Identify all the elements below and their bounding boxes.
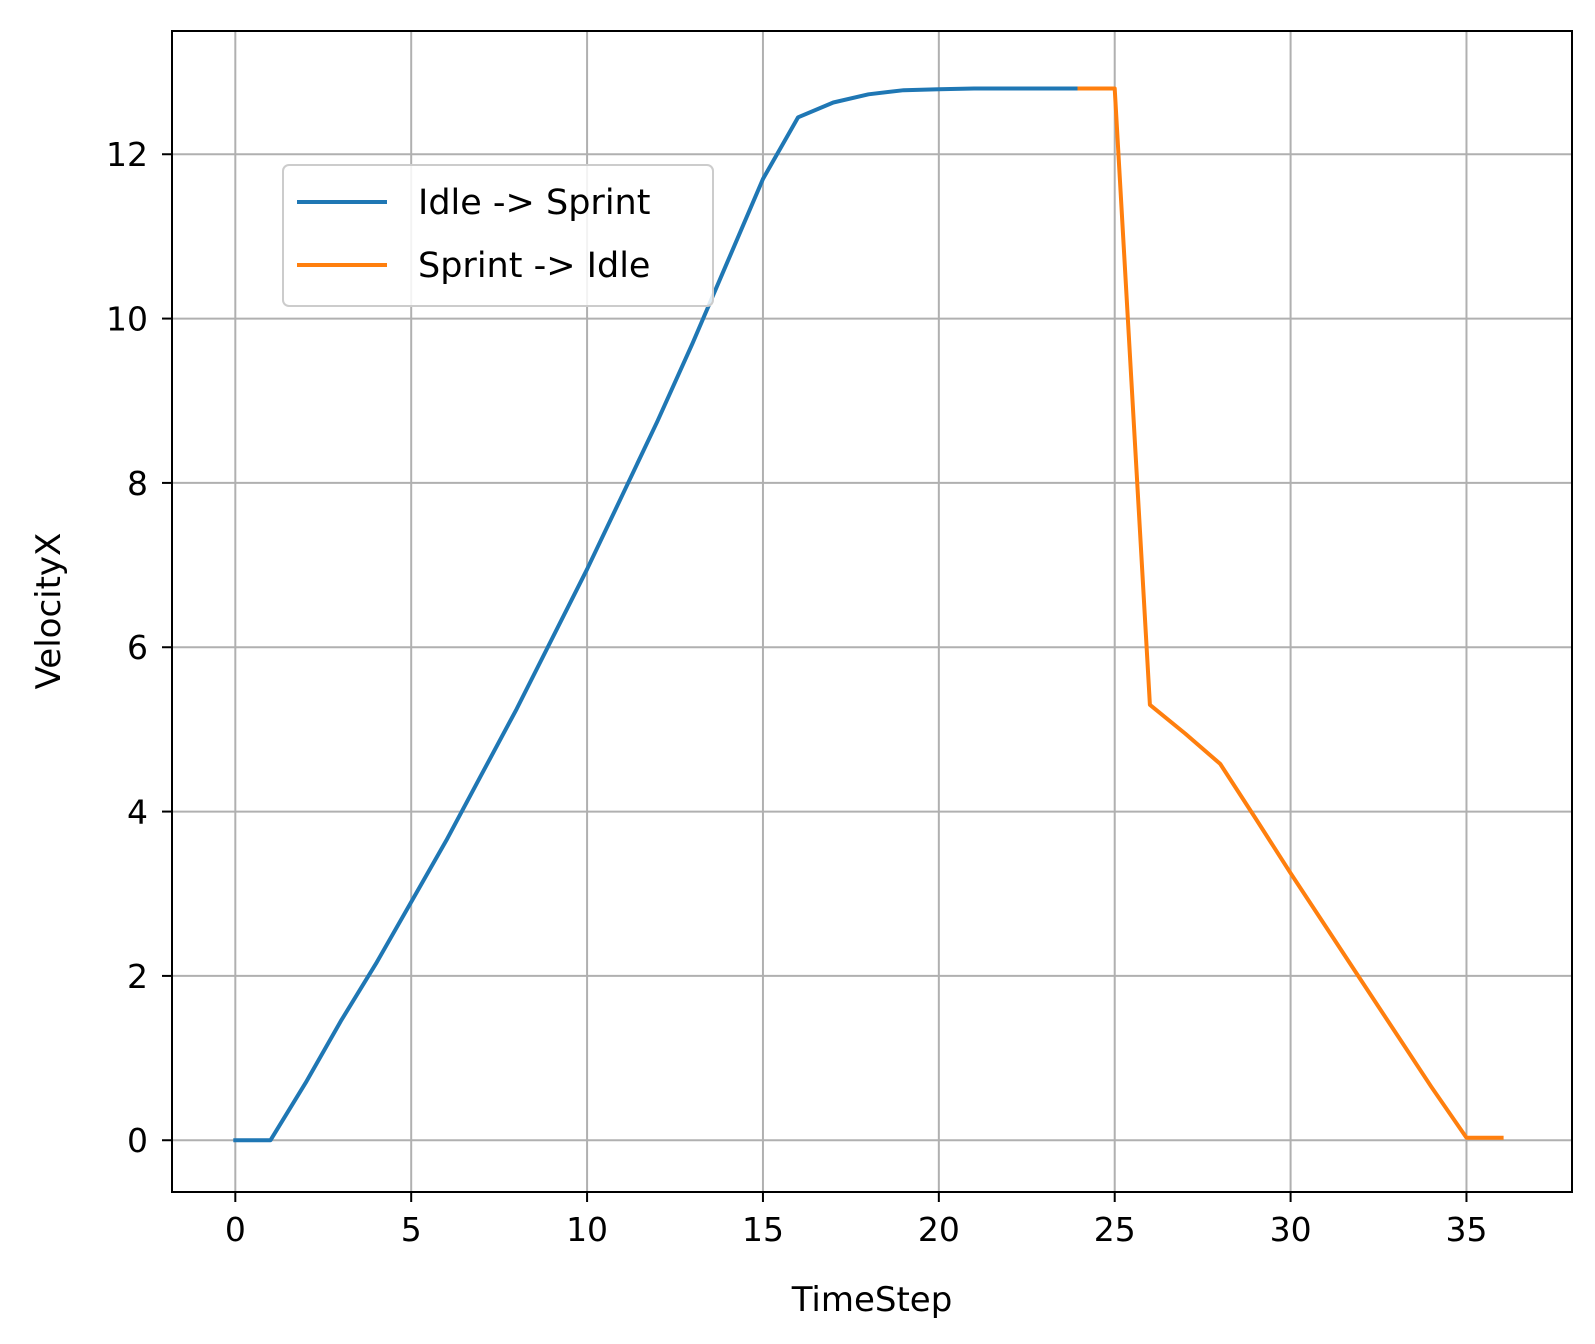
axis-ticks: 0 5 10 15 20 25 30 35 0 2 4 6 8 10 12	[106, 135, 1487, 1249]
series-line-idle-to-sprint	[233, 86, 1082, 1143]
legend: Idle -> Sprint Sprint -> Idle	[282, 164, 714, 307]
x-tick-label: 0	[225, 1210, 246, 1249]
x-axis-title: TimeStep	[791, 1280, 953, 1320]
x-tick-label: 10	[566, 1210, 608, 1249]
y-tick-label: 12	[106, 135, 148, 174]
x-tick-label: 30	[1270, 1210, 1312, 1249]
y-tick-label: 10	[106, 300, 148, 339]
plot-frame	[171, 30, 1573, 1193]
x-tick-label: 15	[742, 1210, 784, 1249]
grid	[172, 31, 1572, 1192]
y-tick-label: 4	[127, 793, 148, 832]
y-tick-label: 8	[127, 464, 148, 503]
series-lines	[233, 86, 1504, 1143]
x-tick-label: 35	[1445, 1210, 1487, 1249]
x-tick-label: 20	[918, 1210, 960, 1249]
series-line-sprint-to-idle	[1077, 86, 1504, 1140]
y-axis-title: VelocityX	[29, 533, 69, 690]
x-tick-label: 25	[1094, 1210, 1136, 1249]
y-tick-label: 0	[127, 1121, 148, 1160]
legend-label-idle-to-sprint: Idle -> Sprint	[418, 183, 650, 223]
y-tick-label: 6	[127, 628, 148, 667]
x-tick-label: 5	[401, 1210, 422, 1249]
legend-box	[282, 164, 714, 307]
y-tick-label: 2	[127, 957, 148, 996]
legend-label-sprint-to-idle: Sprint -> Idle	[418, 246, 650, 286]
